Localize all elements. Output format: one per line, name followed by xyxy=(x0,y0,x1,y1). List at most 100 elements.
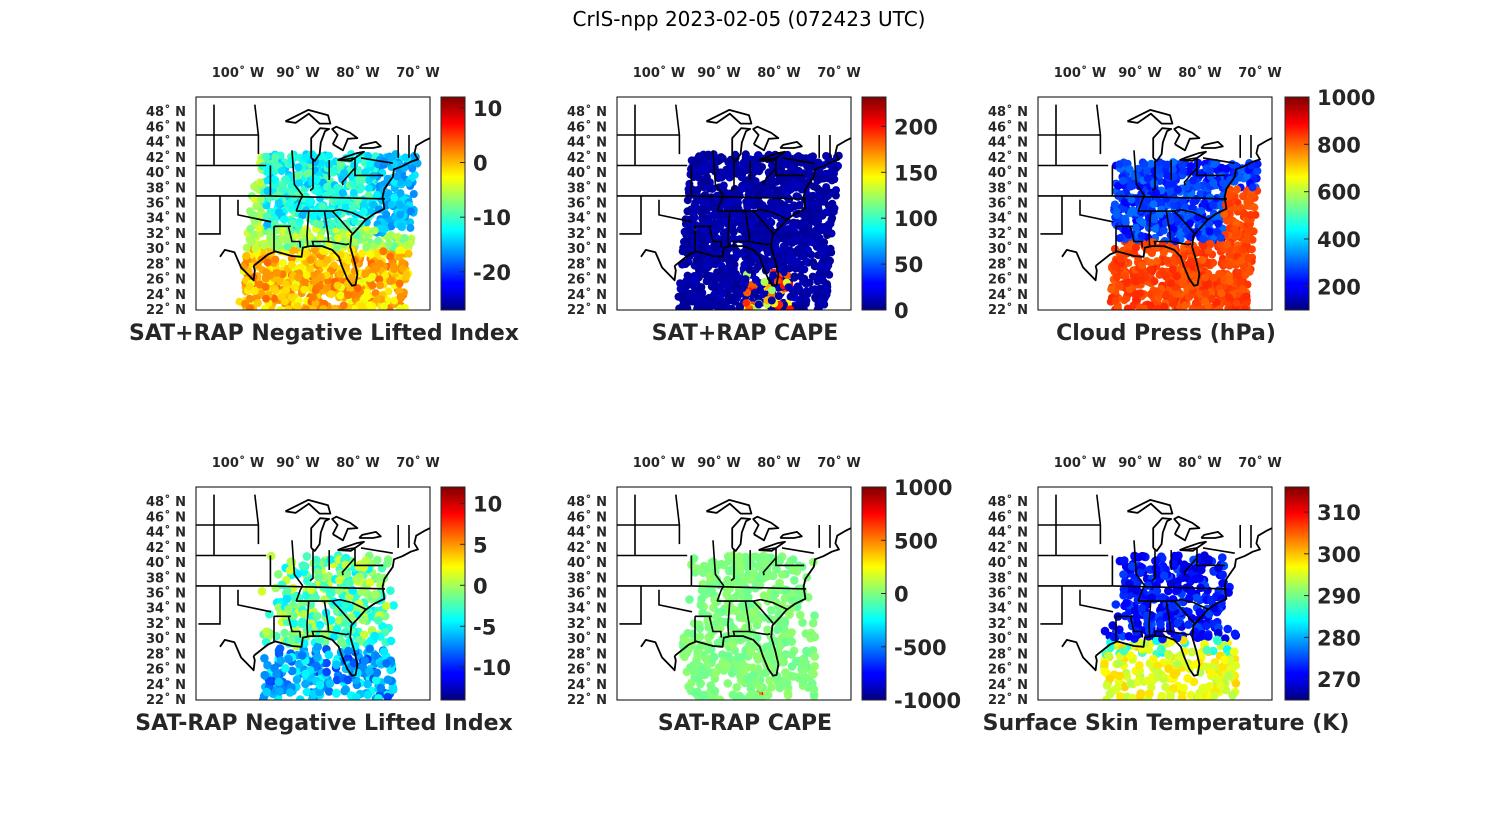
data-point xyxy=(1201,289,1210,298)
data-point xyxy=(382,210,391,219)
data-point xyxy=(1182,225,1191,234)
data-point xyxy=(683,207,692,216)
data-point xyxy=(335,576,344,585)
state-border xyxy=(675,104,681,136)
lat-tick-label: 38˚ N xyxy=(988,180,1028,196)
data-point xyxy=(779,268,788,277)
lat-tick-label: 34˚ N xyxy=(567,211,607,227)
data-point xyxy=(702,199,711,208)
data-point xyxy=(747,258,756,267)
data-point xyxy=(260,654,269,663)
lon-tick-label: 70˚ W xyxy=(396,455,439,471)
data-point xyxy=(306,585,316,595)
data-point xyxy=(711,167,720,176)
lat-tick-label: 24˚ N xyxy=(567,287,607,303)
lon-tick-label: 100˚ W xyxy=(1054,65,1107,81)
data-point xyxy=(262,294,271,303)
data-point xyxy=(793,236,802,245)
data-point xyxy=(302,687,312,697)
data-point xyxy=(284,605,293,614)
data-point xyxy=(242,252,251,260)
data-point xyxy=(1115,160,1124,169)
state-border xyxy=(1112,195,1228,200)
data-point xyxy=(1205,167,1214,176)
data-point xyxy=(1159,248,1168,257)
data-point xyxy=(1134,289,1143,298)
data-point xyxy=(703,260,712,269)
data-point xyxy=(314,572,323,582)
state-border xyxy=(1173,210,1195,234)
data-point xyxy=(275,208,283,217)
data-point xyxy=(1125,285,1134,294)
state-border xyxy=(716,195,725,212)
data-point xyxy=(1143,174,1152,183)
data-point xyxy=(752,164,761,173)
data-point xyxy=(357,587,366,596)
data-point xyxy=(786,185,795,194)
data-point xyxy=(806,153,815,162)
data-point xyxy=(313,642,323,652)
data-point xyxy=(343,675,353,685)
lat-tick-label: 44˚ N xyxy=(146,135,186,151)
data-point xyxy=(797,247,806,256)
data-point xyxy=(301,679,310,689)
data-point xyxy=(1242,172,1251,181)
data-point xyxy=(322,658,331,668)
state-border xyxy=(1151,160,1156,192)
data-point xyxy=(753,199,762,208)
data-point xyxy=(1167,279,1176,288)
data-point xyxy=(357,302,366,310)
data-point xyxy=(1215,305,1224,310)
state-border xyxy=(306,211,310,247)
lat-tick-label: 32˚ N xyxy=(146,616,186,632)
data-point xyxy=(257,289,265,298)
data-point xyxy=(1135,182,1144,191)
lat-tick-label: 26˚ N xyxy=(567,272,607,288)
data-point xyxy=(406,223,415,232)
data-point xyxy=(250,182,259,191)
data-point xyxy=(364,191,373,200)
state-border xyxy=(752,210,774,234)
lat-tick-label: 38˚ N xyxy=(146,570,186,586)
lon-tick-label: 90˚ W xyxy=(697,65,740,81)
colorbar-tick-label: 0 xyxy=(473,152,488,176)
data-point xyxy=(315,259,324,268)
data-point xyxy=(298,211,307,220)
data-point xyxy=(334,233,342,242)
panel-p4: 100˚ W 90˚ W 80˚ W 70˚ W48˚ N46˚ N44˚ N42˚ … xyxy=(135,455,512,736)
data-point xyxy=(382,659,391,668)
data-point xyxy=(274,646,284,655)
data-point xyxy=(738,214,747,222)
data-point xyxy=(247,238,256,247)
data-point xyxy=(282,175,291,184)
data-point xyxy=(353,668,362,678)
data-point xyxy=(289,619,299,628)
state-border xyxy=(295,585,304,602)
data-point xyxy=(802,257,811,266)
data-point xyxy=(386,252,395,261)
data-point xyxy=(379,647,389,656)
data-point xyxy=(1132,243,1140,252)
data-point xyxy=(250,195,259,203)
data-point xyxy=(1230,225,1239,234)
data-point xyxy=(733,203,742,211)
data-point xyxy=(824,201,833,210)
colorbar-tick-label: 50 xyxy=(894,253,923,277)
data-point xyxy=(774,193,783,202)
data-point xyxy=(272,670,281,679)
great-lake xyxy=(1126,109,1174,125)
data-point xyxy=(368,281,377,290)
state-border xyxy=(341,167,356,186)
data-point xyxy=(1154,294,1163,302)
data-point xyxy=(776,160,785,169)
data-point xyxy=(303,623,313,632)
data-point xyxy=(295,178,304,187)
figure-title: CrIS-npp 2023-02-05 (072423 UTC) xyxy=(573,7,926,31)
data-point xyxy=(1225,199,1234,208)
data-point xyxy=(386,586,395,595)
data-point xyxy=(325,151,333,160)
data-point xyxy=(262,627,271,636)
data-point xyxy=(299,227,308,236)
lon-tick-label: 100˚ W xyxy=(212,65,265,81)
data-point xyxy=(1216,233,1225,242)
